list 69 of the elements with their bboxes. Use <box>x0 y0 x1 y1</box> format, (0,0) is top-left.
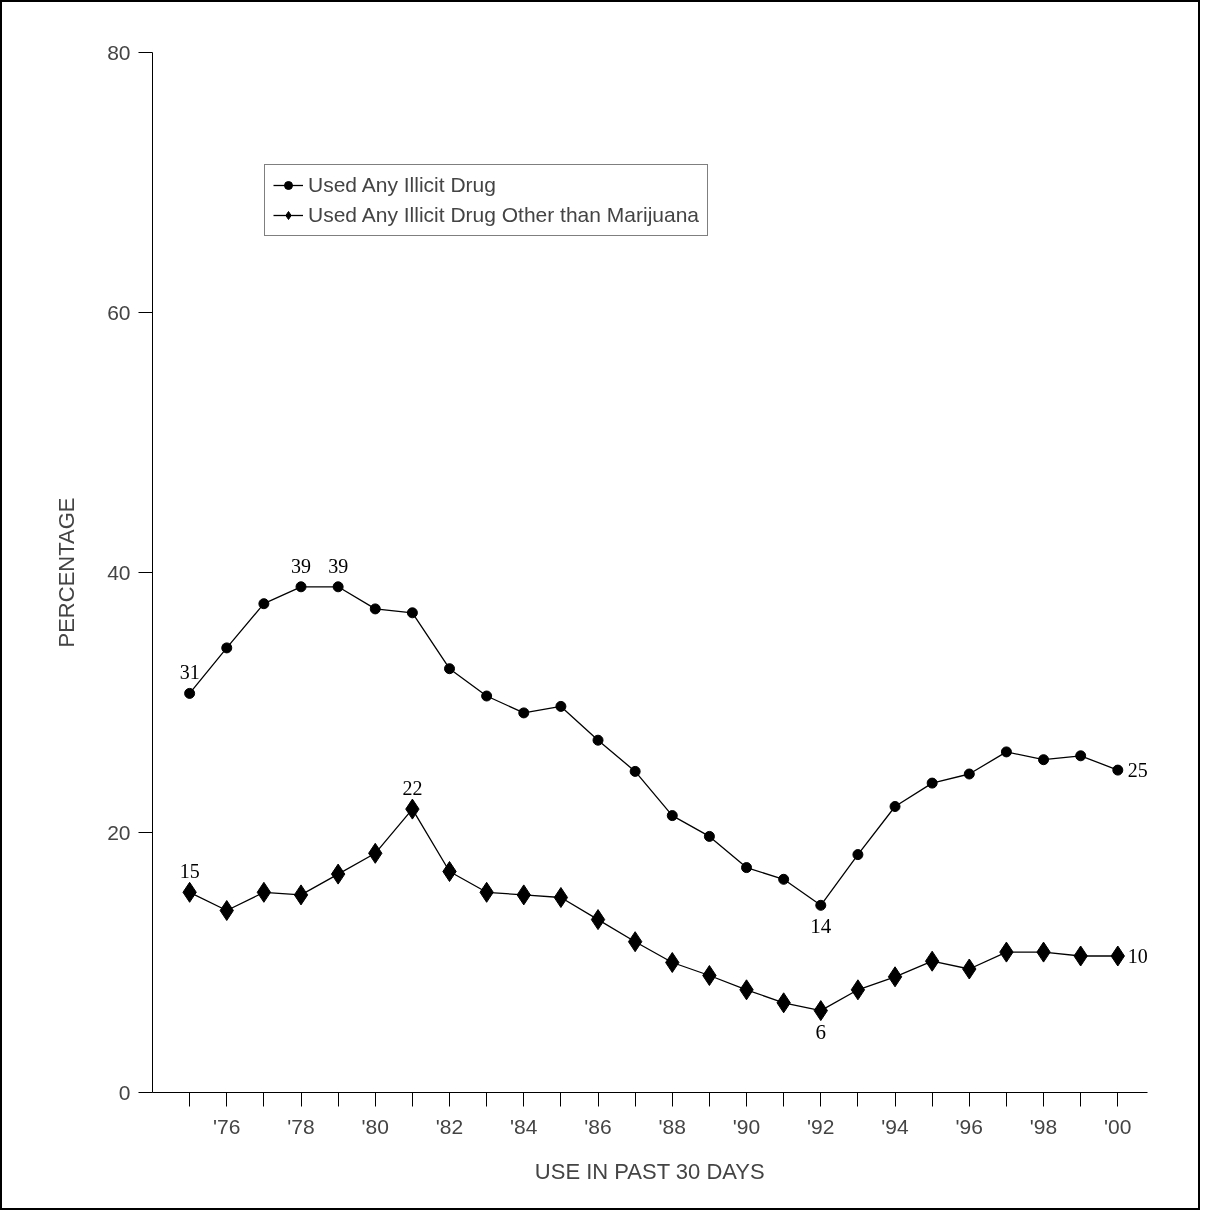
point <box>444 663 456 675</box>
point <box>665 952 680 973</box>
point <box>926 777 938 789</box>
point <box>887 966 903 988</box>
point <box>518 707 530 719</box>
x-tick-label: '88 <box>658 1114 686 1138</box>
point <box>256 881 272 903</box>
x-tick-label: '84 <box>510 1114 538 1138</box>
legend-label: Used Any Illicit Drug Other than Marijuana <box>308 203 700 227</box>
point <box>1112 764 1124 776</box>
x-tick-label: '90 <box>732 1114 761 1138</box>
point <box>330 863 346 885</box>
y-axis-title: PERCENTAGE <box>54 497 80 648</box>
point <box>703 830 715 842</box>
point <box>627 931 643 953</box>
point <box>442 861 457 882</box>
data-label: 31 <box>179 661 200 684</box>
data-label: 6 <box>815 1019 827 1044</box>
point <box>369 603 381 615</box>
point <box>741 862 753 874</box>
x-tick-label: '94 <box>881 1114 910 1138</box>
x-tick-label: '78 <box>287 1114 315 1138</box>
x-tick-label: '86 <box>584 1114 612 1138</box>
point <box>629 765 641 777</box>
data-label: 25 <box>1127 759 1148 782</box>
point <box>590 909 606 931</box>
point <box>850 979 866 1001</box>
x-tick-label: '96 <box>955 1114 983 1138</box>
point <box>553 887 569 908</box>
point <box>481 690 493 702</box>
x-tick-label: '00 <box>1104 1114 1132 1138</box>
point <box>295 581 307 593</box>
point <box>332 581 344 593</box>
point <box>406 607 418 619</box>
point <box>702 965 717 986</box>
point <box>184 687 196 699</box>
point <box>778 873 790 885</box>
point <box>889 801 901 812</box>
x-tick-label: '80 <box>361 1114 389 1138</box>
point <box>293 884 309 906</box>
y-tick-label: 40 <box>107 560 131 584</box>
point <box>666 810 678 822</box>
data-label: 22 <box>402 777 423 800</box>
y-tick-label: 20 <box>107 820 131 844</box>
y-tick-label: 0 <box>118 1080 131 1104</box>
data-label: 14 <box>810 914 832 939</box>
point <box>258 598 270 610</box>
data-label: 15 <box>179 860 200 883</box>
data-label: 39 <box>291 554 312 577</box>
point <box>555 700 567 712</box>
y-tick-label: 80 <box>107 40 131 64</box>
point <box>1075 750 1087 762</box>
x-tick-label: '82 <box>435 1114 464 1138</box>
point <box>219 900 234 921</box>
point <box>221 642 233 654</box>
legend-label: Used Any Illicit Drug <box>308 173 496 197</box>
point <box>963 768 975 780</box>
x-tick-label: '98 <box>1029 1114 1058 1138</box>
y-tick-label: 60 <box>107 300 131 324</box>
x-axis-title: USE IN PAST 30 DAYS <box>534 1158 765 1184</box>
point <box>852 849 864 861</box>
point <box>592 734 604 746</box>
point <box>1038 754 1050 766</box>
point <box>1000 746 1012 758</box>
x-tick-label: '92 <box>807 1114 835 1138</box>
data-label: 39 <box>328 554 349 577</box>
x-tick-label: '76 <box>213 1114 241 1138</box>
data-label: 10 <box>1127 945 1148 967</box>
point <box>815 899 827 911</box>
